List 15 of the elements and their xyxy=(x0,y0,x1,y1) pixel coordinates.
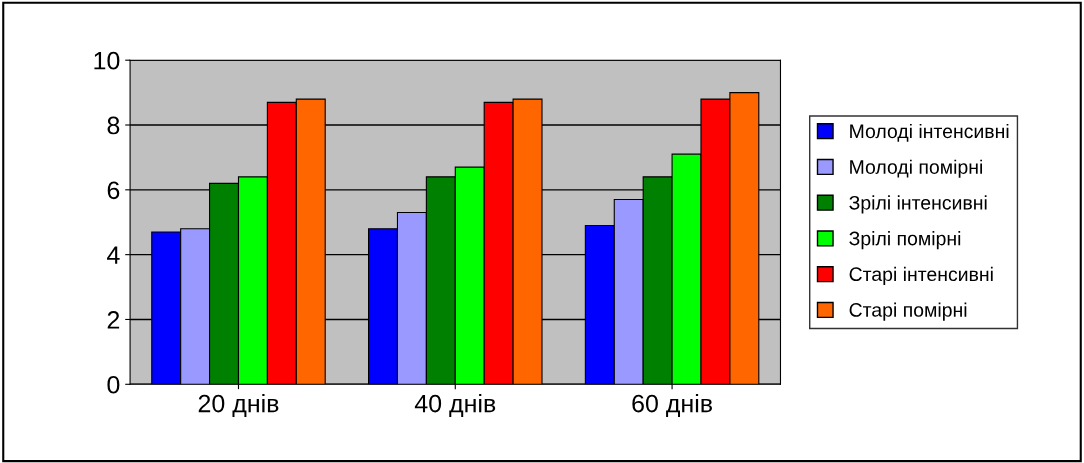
y-tick-label: 2 xyxy=(107,311,120,329)
legend-label: Старі помірні xyxy=(849,302,967,321)
legend-label: Молоді інтенсивні xyxy=(850,123,1009,142)
legend-label: Старі інтенсивні xyxy=(849,266,993,285)
y-tick-label: 6 xyxy=(107,181,120,200)
x-tick-label: 20 днів xyxy=(198,394,279,418)
y-tick-label: 0 xyxy=(107,375,120,394)
x-tick-label: 40 днів xyxy=(414,394,496,418)
y-tick-label: 8 xyxy=(107,116,120,135)
y-tick-label: 10 xyxy=(94,51,120,70)
y-tick-label: 4 xyxy=(107,246,120,264)
x-tick-label: 60 днів xyxy=(632,394,712,418)
legend-label: Зрілі помірні xyxy=(849,231,961,250)
legend-label: Молоді помірні xyxy=(850,159,982,178)
legend-label: Зрілі інтенсивні xyxy=(849,195,987,214)
